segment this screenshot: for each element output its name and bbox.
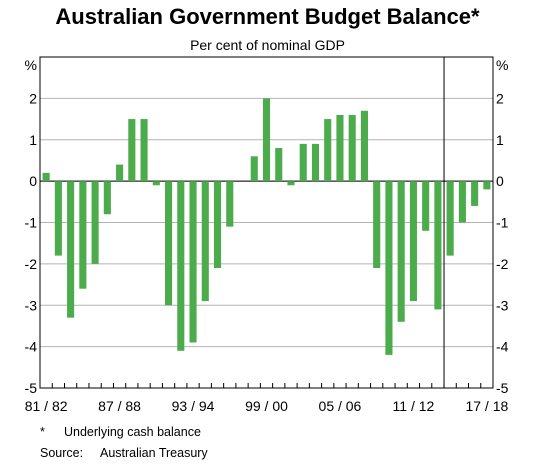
y-tick-label-left: -1 <box>25 215 38 231</box>
bar <box>287 181 295 186</box>
bar <box>397 181 405 322</box>
chart-subtitle: Per cent of nominal GDP <box>190 37 345 53</box>
bar <box>128 119 136 182</box>
x-tick-label: 17 / 18 <box>465 398 508 414</box>
plot-frame <box>39 56 494 389</box>
y-tick-label-right: -1 <box>496 215 509 231</box>
y-tick-label-left: 0 <box>29 173 37 189</box>
bar <box>360 110 368 182</box>
bar <box>152 181 160 186</box>
bar <box>275 148 283 182</box>
bar <box>324 119 332 182</box>
y-unit-right: % <box>496 57 508 73</box>
y-unit-left: % <box>25 57 37 73</box>
bar <box>262 98 271 182</box>
y-tick-label-right: 2 <box>496 90 504 106</box>
bar <box>250 156 258 182</box>
bar <box>458 181 466 223</box>
y-tick-label-right: 1 <box>496 132 504 148</box>
bar <box>373 181 381 269</box>
bar <box>409 181 417 302</box>
bar <box>103 181 111 215</box>
x-tick-label: 05 / 06 <box>319 398 362 414</box>
x-tick-label: 81 / 82 <box>25 398 68 414</box>
y-tick-label-right: -4 <box>496 339 509 355</box>
bar <box>67 181 75 318</box>
bar <box>446 181 454 256</box>
y-tick-label-left: 2 <box>29 90 37 106</box>
bar <box>483 181 491 190</box>
x-tick-label: 93 / 94 <box>172 398 215 414</box>
bar <box>385 181 393 355</box>
bar <box>348 114 356 182</box>
x-tick-label: 11 / 12 <box>393 398 435 414</box>
bar <box>226 181 234 227</box>
y-tick-label-right: 0 <box>496 173 504 189</box>
source-text: Australian Treasury <box>100 446 208 460</box>
bar <box>116 164 124 182</box>
bar <box>422 181 430 231</box>
bar <box>201 181 209 302</box>
y-tick-label-left: -3 <box>25 297 38 313</box>
y-tick-label-left: -5 <box>25 380 38 396</box>
y-tick-label-right: -3 <box>496 297 509 313</box>
y-tick-label-left: 1 <box>29 132 37 148</box>
footnote-mark: * <box>40 425 45 439</box>
bar <box>336 114 344 182</box>
bar <box>79 181 87 289</box>
footnote-text: Underlying cash balance <box>64 425 201 439</box>
bar <box>189 181 197 343</box>
bar <box>311 143 320 182</box>
x-tick-label: 87 / 88 <box>98 398 141 414</box>
source-label: Source: <box>40 446 84 460</box>
bar <box>471 181 479 206</box>
x-tick-label: 99 / 00 <box>245 398 288 414</box>
y-tick-label-left: -2 <box>25 256 38 272</box>
y-tick-label-right: -5 <box>496 380 509 396</box>
bar <box>213 181 222 269</box>
bar <box>140 119 148 182</box>
bar <box>165 181 173 306</box>
y-tick-label-left: -4 <box>25 339 38 355</box>
bar <box>54 181 62 256</box>
y-tick-label-right: -2 <box>496 256 509 272</box>
bar <box>299 143 307 182</box>
bar <box>434 181 442 310</box>
chart-title: Australian Government Budget Balance* <box>55 4 480 29</box>
bar <box>42 172 50 182</box>
bar <box>91 181 99 264</box>
bar <box>177 181 185 351</box>
